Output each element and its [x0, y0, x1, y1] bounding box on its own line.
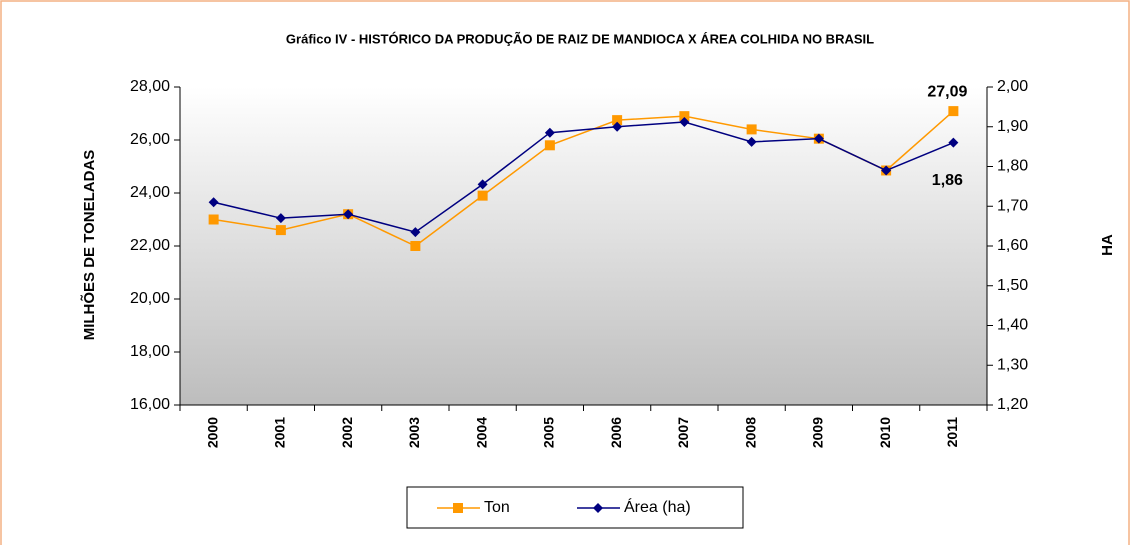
- y2-tick-label: 1,40: [997, 317, 1028, 334]
- y2-tick-label: 1,70: [997, 197, 1028, 214]
- legend-marker: [593, 503, 603, 513]
- x-tick-label: 2004: [473, 417, 489, 448]
- x-tick-label: 2008: [742, 417, 758, 448]
- y2-tick-label: 1,50: [997, 277, 1028, 294]
- data-label: 1,86: [932, 172, 963, 189]
- point: [208, 214, 219, 225]
- legend-label: Área (ha): [624, 497, 691, 516]
- point: [477, 179, 488, 190]
- point: [813, 133, 824, 144]
- point: [275, 213, 286, 224]
- y2-tick-label: 1,80: [997, 158, 1028, 175]
- y-tick-label: 26,00: [130, 131, 170, 148]
- x-tick-label: 2006: [608, 417, 624, 448]
- data-label: 27,09: [927, 83, 967, 100]
- legend-marker: [453, 503, 463, 513]
- point: [343, 209, 354, 220]
- point: [208, 197, 219, 208]
- y-tick-label: 18,00: [130, 343, 170, 360]
- y-tick-label: 20,00: [130, 290, 170, 307]
- point: [679, 116, 690, 127]
- y2-tick-label: 1,30: [997, 356, 1028, 373]
- x-tick-label: 2011: [944, 417, 960, 448]
- x-tick-label: 2003: [406, 417, 422, 448]
- y2-tick-label: 2,00: [997, 78, 1028, 95]
- point: [410, 241, 421, 251]
- point: [612, 115, 623, 126]
- point: [544, 127, 555, 138]
- plot-area: [180, 87, 987, 405]
- chart-title: Gráfico IV - HISTÓRICO DA PRODUÇÃO DE RA…: [286, 31, 874, 46]
- point: [275, 225, 286, 236]
- y-tick-label: 16,00: [130, 396, 170, 413]
- x-tick-label: 2005: [541, 417, 557, 448]
- point: [948, 137, 959, 148]
- y-tick-label: 22,00: [130, 237, 170, 254]
- y-tick-label: 24,00: [130, 184, 170, 201]
- point: [612, 121, 623, 132]
- point: [477, 190, 488, 201]
- legend-label: Ton: [484, 499, 510, 516]
- point: [746, 124, 757, 135]
- x-tick-label: 2007: [675, 417, 691, 448]
- point: [679, 111, 690, 122]
- point: [410, 227, 421, 238]
- point: [881, 165, 892, 176]
- x-tick-label: 2002: [339, 417, 355, 448]
- y-tick-label: 28,00: [130, 78, 170, 95]
- point: [746, 136, 757, 147]
- y-axis-title: MILHÕES DE TONELADAS: [80, 150, 98, 341]
- y2-axis-title: HA: [1099, 234, 1116, 256]
- x-tick-label: 2000: [204, 417, 220, 448]
- x-tick-label: 2010: [877, 417, 893, 448]
- y2-tick-label: 1,90: [997, 118, 1028, 135]
- y2-tick-label: 1,20: [997, 396, 1028, 413]
- x-tick-label: 2001: [272, 417, 288, 448]
- point: [948, 106, 959, 117]
- point: [544, 140, 555, 151]
- y2-tick-label: 1,60: [997, 237, 1028, 254]
- x-tick-label: 2009: [810, 417, 826, 448]
- series-line: [213, 121, 954, 233]
